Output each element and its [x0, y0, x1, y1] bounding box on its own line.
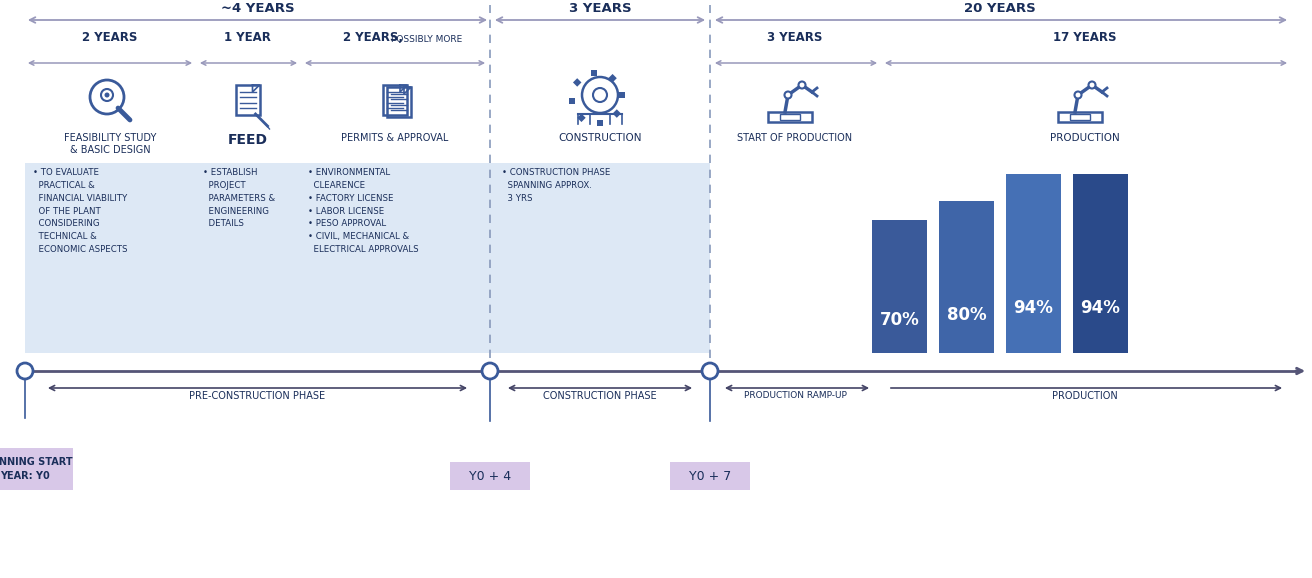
Text: 1 YEAR: 1 YEAR	[224, 31, 272, 44]
Bar	[597, 120, 604, 126]
Text: 94%: 94%	[1014, 299, 1054, 317]
Bar	[1006, 175, 1061, 353]
Bar	[939, 201, 994, 353]
Bar	[235, 85, 260, 115]
Text: POSSIBLY MORE: POSSIBLY MORE	[391, 35, 463, 44]
Bar	[25, 163, 489, 353]
Text: PLANNING START
YEAR: Y0: PLANNING START YEAR: Y0	[0, 457, 72, 481]
Text: PRE-CONSTRUCTION PHASE: PRE-CONSTRUCTION PHASE	[189, 391, 325, 401]
Text: 70%: 70%	[879, 311, 920, 329]
Text: 20 YEARS: 20 YEARS	[964, 2, 1036, 15]
Circle shape	[482, 363, 499, 379]
Text: 2 YEARS: 2 YEARS	[83, 31, 138, 44]
Text: 3 YEARS: 3 YEARS	[768, 31, 823, 44]
Text: PRODUCTION: PRODUCTION	[1050, 133, 1120, 143]
Bar	[613, 109, 621, 118]
Bar	[670, 462, 750, 490]
Bar	[489, 163, 710, 353]
Bar	[569, 98, 575, 104]
Text: Y0 + 4: Y0 + 4	[468, 469, 512, 483]
Text: Y0 + 7: Y0 + 7	[689, 469, 731, 483]
Text: PERMITS & APPROVAL: PERMITS & APPROVAL	[341, 133, 449, 143]
Text: 17 YEARS: 17 YEARS	[1054, 31, 1117, 44]
Text: 80%: 80%	[947, 306, 987, 324]
Bar	[1073, 175, 1128, 353]
Text: START OF PRODUCTION: START OF PRODUCTION	[737, 133, 853, 143]
Bar	[768, 112, 812, 122]
Circle shape	[1089, 81, 1096, 88]
Bar	[450, 462, 530, 490]
Bar	[383, 85, 407, 115]
Bar	[1071, 114, 1090, 120]
Text: • ESTABLISH
  PROJECT
  PARAMETERS &
  ENGINEERING
  DETAILS: • ESTABLISH PROJECT PARAMETERS & ENGINEE…	[203, 168, 276, 228]
Circle shape	[785, 91, 791, 98]
Circle shape	[105, 92, 109, 98]
Text: 3 YEARS: 3 YEARS	[568, 2, 631, 15]
Bar	[781, 114, 800, 120]
Circle shape	[1075, 91, 1081, 98]
Bar	[577, 113, 585, 122]
Text: FEASIBILITY STUDY
& BASIC DESIGN: FEASIBILITY STUDY & BASIC DESIGN	[64, 133, 156, 155]
Bar	[619, 92, 625, 98]
Bar	[1057, 112, 1102, 122]
Text: • TO EVALUATE
  PRACTICAL &
  FINANCIAL VIABILITY
  OF THE PLANT
  CONSIDERING
 : • TO EVALUATE PRACTICAL & FINANCIAL VIAB…	[33, 168, 127, 254]
Text: • ENVIRONMENTAL
  CLEARENCE
• FACTORY LICENSE
• LABOR LICENSE
• PESO APPROVAL
• : • ENVIRONMENTAL CLEARENCE • FACTORY LICE…	[308, 168, 419, 254]
Text: CONSTRUCTION: CONSTRUCTION	[558, 133, 642, 143]
Text: 94%: 94%	[1081, 299, 1120, 317]
Text: 2 YEARS,: 2 YEARS,	[342, 31, 403, 44]
Bar	[872, 220, 928, 353]
Circle shape	[799, 81, 806, 88]
Text: PRODUCTION: PRODUCTION	[1052, 391, 1118, 401]
Circle shape	[17, 363, 33, 379]
Text: ~4 YEARS: ~4 YEARS	[220, 2, 294, 15]
Bar	[590, 70, 597, 76]
Bar	[0, 448, 72, 490]
Text: CONSTRUCTION PHASE: CONSTRUCTION PHASE	[543, 391, 657, 401]
Bar	[609, 74, 617, 83]
Text: PRODUCTION RAMP-UP: PRODUCTION RAMP-UP	[744, 391, 846, 400]
Text: FEED: FEED	[227, 133, 268, 147]
Text: • CONSTRUCTION PHASE
  SPANNING APPROX.
  3 YRS: • CONSTRUCTION PHASE SPANNING APPROX. 3 …	[502, 168, 610, 203]
Circle shape	[702, 363, 718, 379]
Bar	[573, 78, 581, 87]
Bar	[387, 87, 411, 117]
